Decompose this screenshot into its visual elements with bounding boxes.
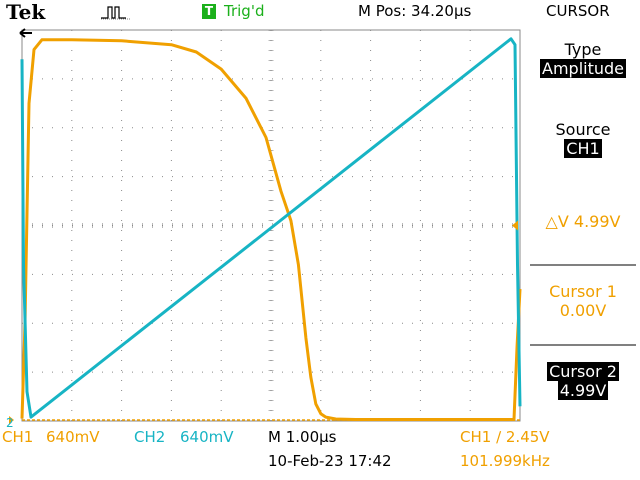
source-menu-button[interactable]: Source CH1 xyxy=(526,120,640,158)
m-pos-readout: M Pos: 34.20µs xyxy=(358,2,472,20)
cursor1-button[interactable]: Cursor 1 0.00V xyxy=(526,282,640,320)
type-menu-button[interactable]: Type Amplitude xyxy=(526,40,640,78)
type-label: Type xyxy=(564,40,602,59)
ch2-scale: 640mV xyxy=(180,428,234,446)
trigger-position-icon xyxy=(19,28,32,38)
cursor2-value: 4.99V xyxy=(557,381,609,400)
cursor1-label: Cursor 1 xyxy=(549,282,617,301)
trigger-readout: CH1 ∕ 2.45V xyxy=(460,428,550,446)
ch1-ground-icon xyxy=(9,416,14,424)
pulse-icon xyxy=(101,6,130,20)
menu-title: CURSOR xyxy=(546,2,610,20)
cursor1-value: 0.00V xyxy=(559,301,607,320)
trigger-status: Trig'd xyxy=(224,2,265,20)
type-value: Amplitude xyxy=(540,59,626,78)
cursor2-button[interactable]: Cursor 2 4.99V xyxy=(526,362,640,400)
timebase-readout: M 1.00µs xyxy=(268,428,337,446)
ch2-label: CH2 xyxy=(134,428,166,446)
ch1-scale: 640mV xyxy=(46,428,100,446)
trigger-level-icon xyxy=(512,220,518,231)
brand-logo: Tek xyxy=(6,0,46,24)
trigger-badge: T xyxy=(202,4,216,19)
graticule xyxy=(21,29,521,422)
menu-divider xyxy=(530,344,636,346)
source-value: CH1 xyxy=(564,139,602,158)
delta-v-readout: △V 4.99V xyxy=(545,212,621,231)
date-time: 10-Feb-23 17:42 xyxy=(268,452,392,470)
frequency-readout: 101.999kHz xyxy=(460,452,550,470)
ch2-ground-marker: 2 xyxy=(6,416,14,430)
graticule-border xyxy=(21,29,521,422)
source-label: Source xyxy=(555,120,611,139)
cursor2-label: Cursor 2 xyxy=(547,362,619,381)
ch1-label: CH1 xyxy=(2,428,34,446)
menu-divider xyxy=(530,264,636,266)
